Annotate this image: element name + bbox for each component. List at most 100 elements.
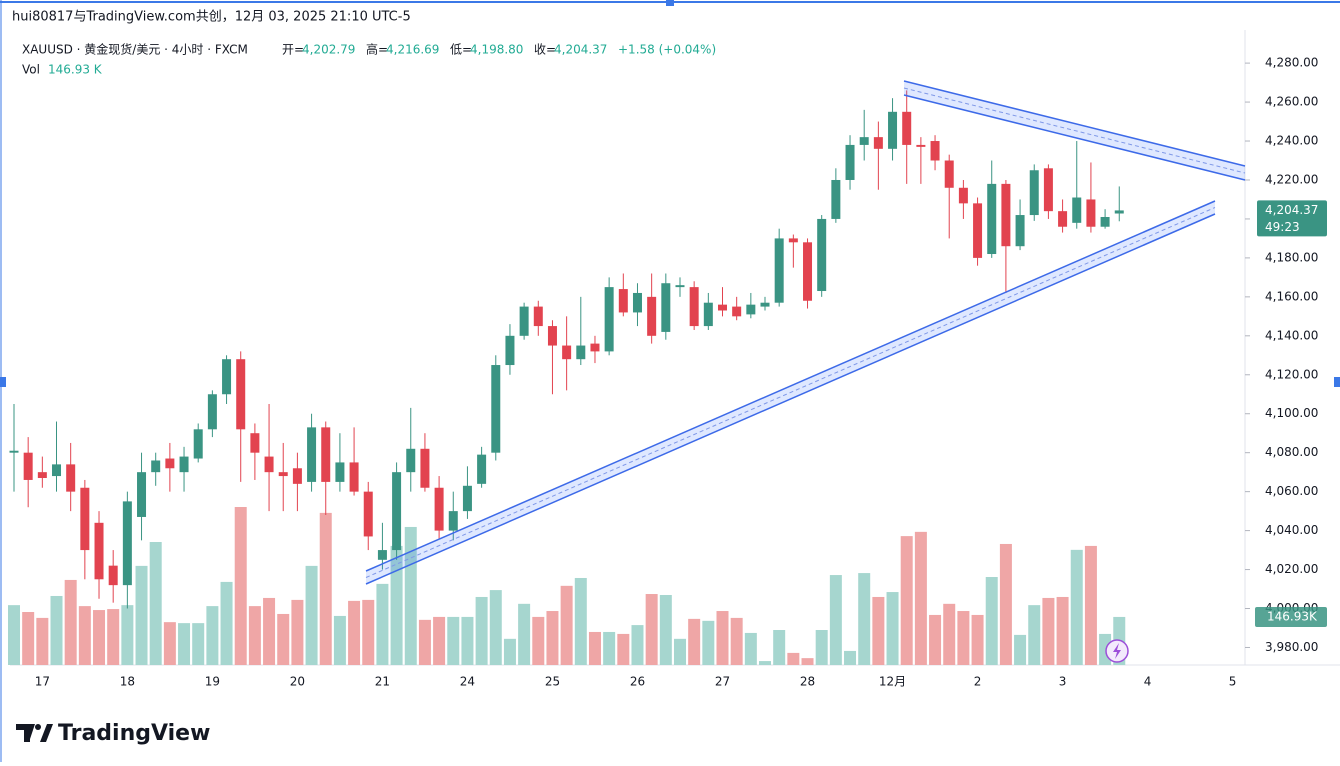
y-tick-label: 4,060.00 [1265, 484, 1318, 498]
high-label: 高= [366, 42, 388, 57]
volume-bar [914, 531, 927, 665]
volume-tag: 146.93K [1267, 610, 1318, 624]
volume-layer [8, 507, 1126, 665]
candle-body [576, 345, 586, 360]
candle-body [675, 285, 685, 288]
candle-body [760, 302, 770, 307]
volume-bar [1084, 545, 1097, 665]
candle-body [533, 306, 543, 327]
open-label: 开= [282, 43, 304, 57]
candle-body [1043, 168, 1053, 212]
volume-bar [574, 577, 587, 665]
candle-body [122, 501, 132, 586]
candle-body [434, 487, 444, 531]
candle-body [165, 458, 175, 469]
volume-bar [730, 617, 743, 665]
logo-text: TradingView [58, 721, 210, 746]
volume-bar [404, 526, 417, 665]
volume-bar [1056, 596, 1069, 665]
volume-bar [1028, 605, 1041, 665]
volume-bar [560, 585, 573, 665]
alert-bolt [1113, 643, 1121, 659]
candle-body [137, 472, 147, 517]
vol-label: Vol [22, 63, 40, 77]
volume-bar [503, 638, 516, 665]
volume-bar [135, 565, 148, 665]
y-tick-label: 4,220.00 [1265, 172, 1318, 186]
candle-body [52, 464, 62, 477]
y-tick-label: 4,280.00 [1265, 56, 1318, 70]
candle-body [1058, 211, 1068, 227]
volume-bar [305, 565, 318, 665]
y-tick-label: 4,080.00 [1265, 445, 1318, 459]
volume-bar [773, 629, 786, 665]
trend-line [903, 80, 1246, 167]
y-tick-label: 4,020.00 [1265, 562, 1318, 576]
open-value: 4,202.79 [302, 43, 355, 57]
candle-body [392, 472, 402, 551]
candle-body [547, 326, 557, 346]
volume-bar [787, 652, 800, 665]
candle-body [944, 160, 954, 188]
candle-body [349, 462, 359, 492]
candle-body [462, 485, 472, 512]
volume-bar [348, 600, 361, 665]
candle-body [1015, 215, 1025, 247]
volume-bar [1014, 634, 1027, 665]
x-tick-label: 28 [800, 675, 815, 689]
candle-body [1100, 216, 1110, 227]
x-tick-label: 27 [715, 675, 730, 689]
candle-body [632, 292, 642, 313]
trend-line [365, 213, 1216, 585]
volume-bar [263, 597, 276, 665]
volume-bar [475, 596, 488, 665]
volume-bar [659, 594, 672, 665]
volume-bar [234, 507, 247, 665]
low-value: 4,198.80 [470, 43, 523, 57]
candle-body [519, 306, 529, 336]
candle-body [718, 304, 727, 311]
volume-bar [333, 615, 346, 665]
candle-body [321, 427, 331, 482]
candle-body [774, 238, 784, 303]
candle-body [1029, 170, 1039, 216]
volume-bar [801, 658, 814, 665]
triangle-drawing [365, 80, 1246, 585]
candle-body [406, 448, 416, 473]
candle-body [264, 456, 274, 473]
candle-body [973, 203, 983, 258]
volume-bar [617, 633, 630, 665]
candle-body [647, 296, 657, 336]
attribution: hui80817与TradingView.com共创，12月 03, 2025 … [12, 10, 411, 25]
volume-bar [206, 606, 219, 665]
candle-body [661, 283, 671, 332]
volume-bar [1070, 549, 1083, 665]
volume-bar [844, 650, 857, 665]
volume-bar [829, 575, 842, 665]
candle-body [250, 433, 260, 453]
candle-body [803, 242, 813, 301]
volume-bar [645, 594, 658, 665]
x-tick-label: 17 [35, 675, 50, 689]
candle-body [831, 179, 841, 219]
volume-bar [93, 610, 106, 665]
last-price: 4,204.37 [1265, 203, 1318, 217]
volume-bar [858, 573, 871, 665]
countdown: 49:23 [1265, 220, 1300, 234]
x-tick-label: 4 [1144, 675, 1152, 689]
candle-body [1072, 197, 1082, 223]
high-value: 4,216.69 [386, 43, 439, 57]
candle-body [902, 111, 912, 145]
candle-body [377, 550, 387, 560]
y-tick-label: 4,260.00 [1265, 95, 1318, 109]
volume-bar [489, 590, 502, 665]
logo-mark [16, 724, 35, 742]
volume-bar [248, 606, 261, 665]
candle-body [477, 454, 487, 484]
candle-body [179, 456, 189, 473]
candle-body [222, 359, 232, 395]
volume-bar [929, 614, 942, 665]
candle-body [873, 137, 883, 149]
volume-bar [163, 622, 176, 665]
